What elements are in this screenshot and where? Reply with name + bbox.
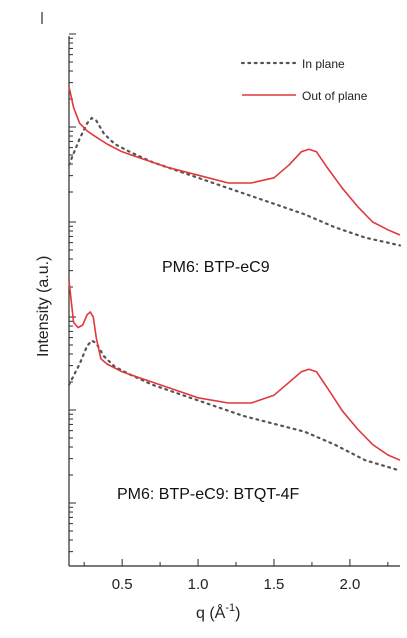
x-axis-title-close: ): [235, 605, 240, 622]
y-axis-ticks: [69, 33, 76, 553]
out-of-plane-series-line-panel-1: [68, 86, 401, 236]
legend-out-of-plane-label: Out of plane: [302, 89, 368, 103]
x-tick-label: 1.5: [264, 576, 285, 593]
x-tick-label: 1.0: [188, 576, 209, 593]
plot-series-group: [67, 86, 402, 472]
panel-annotation-bottom: PM6: BTP-eC9: BTQT-4F: [117, 486, 299, 503]
legend-in-plane-label: In plane: [302, 57, 345, 71]
x-axis-ticks: 0.5 1.0 1.5 2.0: [83, 559, 389, 593]
out-of-plane-series-line-panel-2: [68, 280, 401, 461]
legend: In plane Out of plane: [240, 57, 368, 103]
x-axis-title-sup: -1: [225, 602, 235, 614]
in-plane-series-line-panel-2: [67, 339, 402, 472]
x-tick-label: 2.0: [339, 576, 360, 593]
x-axis-title: q (Å-1): [196, 602, 240, 622]
x-axis-title-main: q (Å: [196, 603, 226, 622]
y-axis-title: Intensity (a.u.): [35, 256, 52, 357]
in-plane-series-line-panel-1: [67, 116, 402, 247]
x-tick-label: 0.5: [112, 576, 133, 593]
panel-annotation-top: PM6: BTP-eC9: [162, 259, 270, 276]
